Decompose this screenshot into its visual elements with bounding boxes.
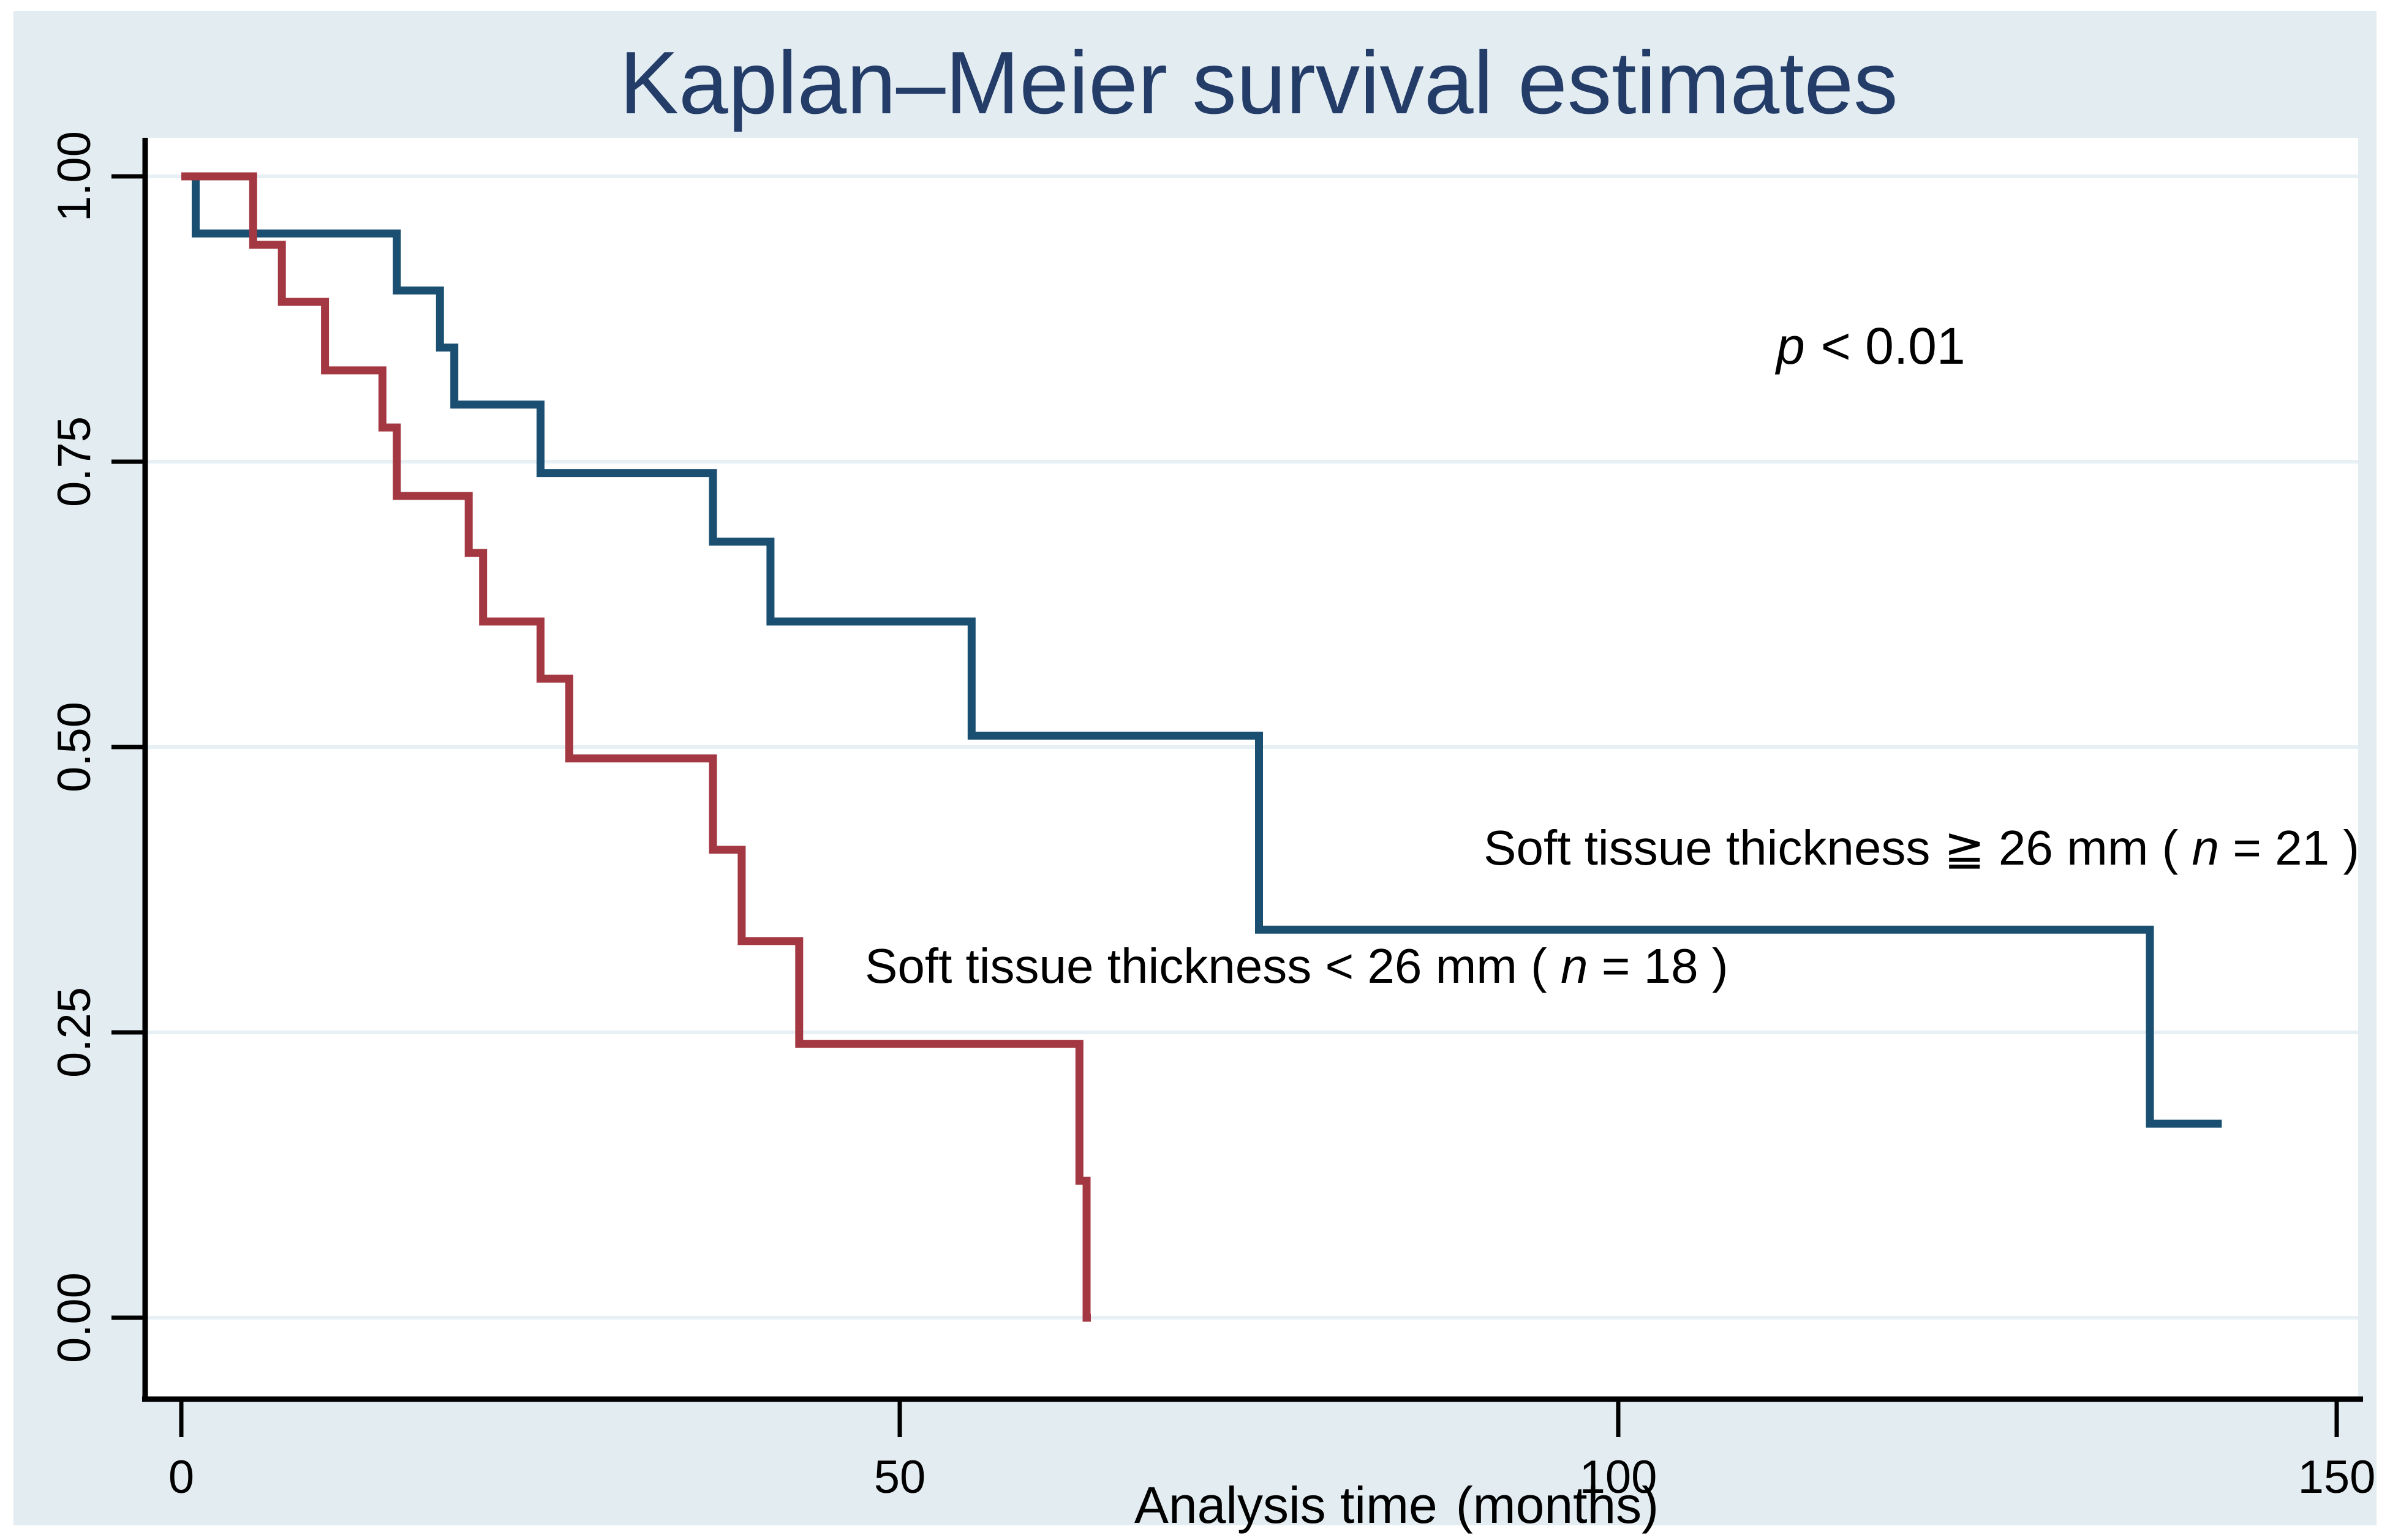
plot-area xyxy=(145,138,2358,1399)
km-curve-ge26mm xyxy=(181,172,2222,1128)
legend-ge26mm-suffix: = 21 ) xyxy=(2218,821,2359,875)
x-tick-label-0: 0 xyxy=(168,1451,195,1503)
x-axis-title-unit: (months) xyxy=(1455,1476,1659,1534)
x-tick-label-50: 50 xyxy=(873,1451,926,1503)
y-tick-label-0.50: 0.50 xyxy=(48,702,100,792)
x-tick-label-100: 100 xyxy=(1579,1451,1657,1503)
legend-ge26mm: Soft tissue thickness ≧ 26 mm ( n = 21 ) xyxy=(1483,819,2359,877)
y-tick-label-0.00: 0.00 xyxy=(48,1272,100,1363)
legend-lt26mm: Soft tissue thickness < 26 mm ( n = 18 ) xyxy=(865,937,1728,996)
legend-ge26mm-prefix: Soft tissue thickness ≧ 26 mm ( xyxy=(1483,821,2192,875)
km-curve-lt26mm xyxy=(181,172,1091,1322)
y-tick-label-0.75: 0.75 xyxy=(48,416,100,507)
legend-lt26mm-prefix: Soft tissue thickness < 26 mm ( xyxy=(865,939,1561,993)
legend-lt26mm-var: n xyxy=(1560,939,1588,993)
chart-title: Kaplan–Meier survival estimates xyxy=(619,33,1898,132)
y-tick-label-0.25: 0.25 xyxy=(48,987,100,1078)
p-value-annotation: p < 0.01 xyxy=(1776,315,1966,377)
legend-lt26mm-suffix: = 18 ) xyxy=(1588,939,1728,993)
x-tick-label-150: 150 xyxy=(2298,1451,2376,1503)
x-axis-title: Analysis time (months) xyxy=(1134,1474,1659,1536)
p-value-variable: p xyxy=(1776,317,1805,375)
legend-ge26mm-var: n xyxy=(2192,821,2219,875)
x-axis-title-main: Analysis time xyxy=(1134,1476,1438,1534)
y-tick-label-1.00: 1.00 xyxy=(48,131,100,222)
p-value-text: < 0.01 xyxy=(1820,317,1966,375)
